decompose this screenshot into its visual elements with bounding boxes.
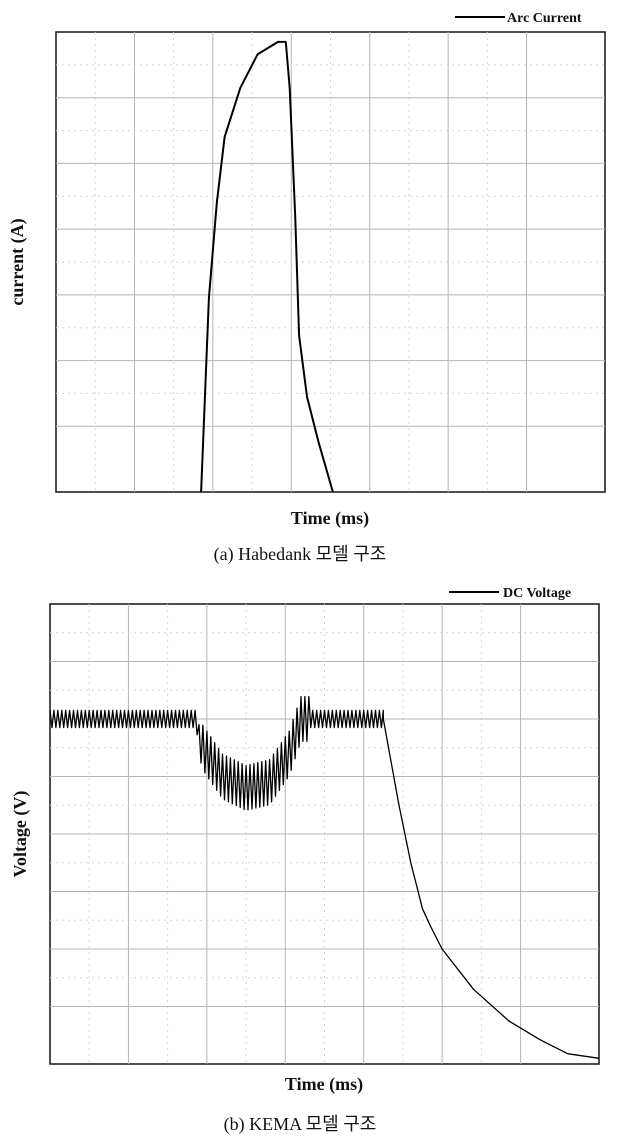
x-axis-label: Time (ms) — [291, 508, 369, 529]
chart-caption: (a) Habedank 모델 구조 — [214, 544, 387, 565]
series-line-dc-voltage — [49, 695, 600, 1059]
series-line-arc-current — [200, 40, 334, 493]
y-axis-label: Voltage (V) — [10, 791, 31, 878]
chart-caption: (b) KEMA 모델 구조 — [224, 1114, 377, 1135]
legend-label: Arc Current — [507, 11, 582, 26]
grid — [56, 32, 605, 492]
legend-label: DC Voltage — [503, 586, 571, 601]
y-axis-label: current (A) — [7, 218, 28, 305]
grid — [50, 604, 599, 1064]
chart-b: DC Voltage Time (ms) Voltage (V) (b) KEM… — [10, 586, 600, 1135]
x-axis-label: Time (ms) — [285, 1074, 363, 1095]
chart-a: Arc Current Time (ms) current (A) (a) Ha… — [7, 11, 606, 565]
